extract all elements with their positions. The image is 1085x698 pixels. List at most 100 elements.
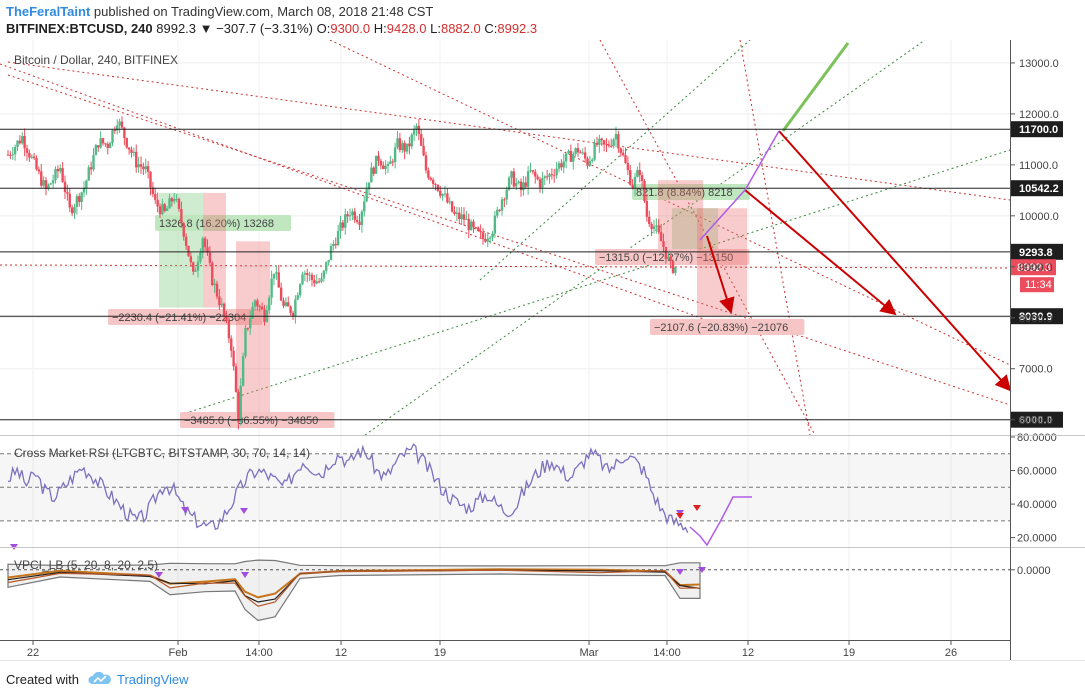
candle-body bbox=[396, 138, 399, 148]
candle-body bbox=[9, 154, 12, 156]
author-link[interactable]: TheFeralTaint bbox=[6, 4, 91, 19]
candle-body bbox=[246, 327, 250, 329]
candle-body bbox=[581, 152, 584, 154]
candle-body bbox=[315, 281, 318, 284]
candle-body bbox=[370, 167, 373, 183]
candle-body bbox=[543, 176, 546, 179]
candle-body bbox=[408, 143, 411, 147]
candle-body bbox=[187, 245, 190, 257]
countdown-label: 11:34 bbox=[1025, 279, 1052, 291]
candle-body bbox=[341, 222, 345, 228]
candle-body bbox=[189, 256, 193, 263]
candle-body bbox=[434, 183, 437, 185]
candle-body bbox=[206, 247, 209, 253]
candle-body bbox=[384, 165, 387, 169]
price-pane[interactable] bbox=[0, 40, 1010, 435]
time-tick-label: 14:00 bbox=[245, 647, 273, 659]
chart-header: TheFeralTaint published on TradingView.c… bbox=[0, 0, 1085, 40]
level-label-bg bbox=[1011, 121, 1063, 138]
candle-body bbox=[213, 283, 216, 286]
level-label: 8030.9 bbox=[1019, 311, 1053, 323]
chart-area[interactable]: 1326.8 (16.20%) 13268 −2230.4 (−21.41%) −… bbox=[0, 40, 1085, 660]
candle-body bbox=[519, 181, 523, 191]
price-axis[interactable]: 13000.0 12000.0 11000.0 10000.0 9000.0 8000.0… bbox=[1010, 58, 1059, 427]
tradingview-cloud-icon bbox=[88, 671, 111, 684]
low-label: L: bbox=[430, 21, 441, 36]
candle-body bbox=[334, 243, 337, 246]
candle-body bbox=[66, 192, 69, 194]
created-with-label: Created with bbox=[6, 672, 79, 687]
candle-body bbox=[272, 273, 276, 279]
candle-body bbox=[569, 150, 573, 162]
candle-body bbox=[353, 211, 356, 220]
candle-body bbox=[617, 134, 620, 149]
trendlines bbox=[0, 40, 1011, 436]
candle-body bbox=[16, 140, 19, 147]
candle-body bbox=[640, 175, 644, 181]
candle-body bbox=[298, 284, 302, 296]
candle-body bbox=[108, 142, 112, 149]
candle-body bbox=[111, 130, 114, 143]
candle-body bbox=[339, 222, 342, 232]
time-tick-label: 14:00 bbox=[653, 647, 681, 659]
candle-body bbox=[142, 166, 145, 170]
price-tick-label: 13000.0 bbox=[1019, 58, 1059, 70]
candle-body bbox=[44, 180, 48, 189]
candle-body bbox=[146, 166, 150, 172]
candle-body bbox=[313, 280, 316, 284]
candle-body bbox=[287, 302, 290, 307]
open-value: 9300.0 bbox=[330, 21, 371, 36]
candle-body bbox=[486, 238, 489, 242]
candle-body bbox=[507, 177, 511, 190]
trendline bbox=[7, 74, 1011, 406]
candle-body bbox=[303, 273, 307, 275]
trendline bbox=[7, 61, 1011, 201]
signal-arrow bbox=[698, 567, 706, 573]
candle-body bbox=[453, 211, 456, 215]
candle-body bbox=[234, 366, 238, 392]
tradingview-link[interactable]: TradingView bbox=[117, 672, 189, 687]
time-axis[interactable]: 22 Feb 14:00 12 19 Mar 14:00 12 19 26 bbox=[27, 640, 957, 659]
candle-body bbox=[120, 121, 124, 128]
price-tick-label: 6000.0 bbox=[1019, 415, 1053, 427]
candle-body bbox=[308, 274, 311, 276]
candle-body bbox=[332, 243, 335, 246]
purple-projection bbox=[699, 130, 780, 241]
candle-body bbox=[633, 177, 637, 189]
candle-body bbox=[310, 274, 314, 281]
candle-body bbox=[491, 233, 494, 238]
candle-body bbox=[657, 225, 660, 233]
candle-body bbox=[184, 236, 188, 246]
candle-body bbox=[23, 136, 26, 149]
signal-arrow bbox=[676, 569, 684, 575]
signal-arrow bbox=[241, 572, 249, 578]
candle-body bbox=[610, 145, 613, 147]
measure-box bbox=[658, 180, 703, 249]
time-tick-label: Mar bbox=[580, 647, 599, 659]
candle-body bbox=[600, 138, 603, 141]
vpci-bands bbox=[7, 559, 701, 622]
candle-body bbox=[619, 148, 622, 153]
candle-body bbox=[227, 320, 231, 339]
candle-body bbox=[351, 211, 354, 216]
rsi-line bbox=[7, 443, 689, 533]
candle-body bbox=[602, 140, 606, 145]
candle-body bbox=[21, 136, 24, 144]
candle-body bbox=[75, 196, 79, 207]
level-label-bg bbox=[1011, 411, 1063, 428]
candle-body bbox=[664, 246, 668, 259]
candle-body bbox=[545, 176, 549, 178]
candle-body bbox=[161, 204, 164, 215]
candle-body bbox=[574, 148, 577, 154]
green-trendline bbox=[781, 42, 850, 132]
candle-body bbox=[455, 212, 459, 215]
candle-body bbox=[97, 145, 100, 148]
time-tick-label: Feb bbox=[169, 647, 188, 659]
candle-body bbox=[49, 183, 52, 185]
candle-body bbox=[548, 174, 551, 177]
candle-body bbox=[11, 154, 14, 156]
candle-body bbox=[232, 350, 235, 367]
candle-body bbox=[515, 182, 518, 187]
price-tick-label: 8000.0 bbox=[1019, 313, 1053, 325]
candle-body bbox=[648, 216, 651, 225]
